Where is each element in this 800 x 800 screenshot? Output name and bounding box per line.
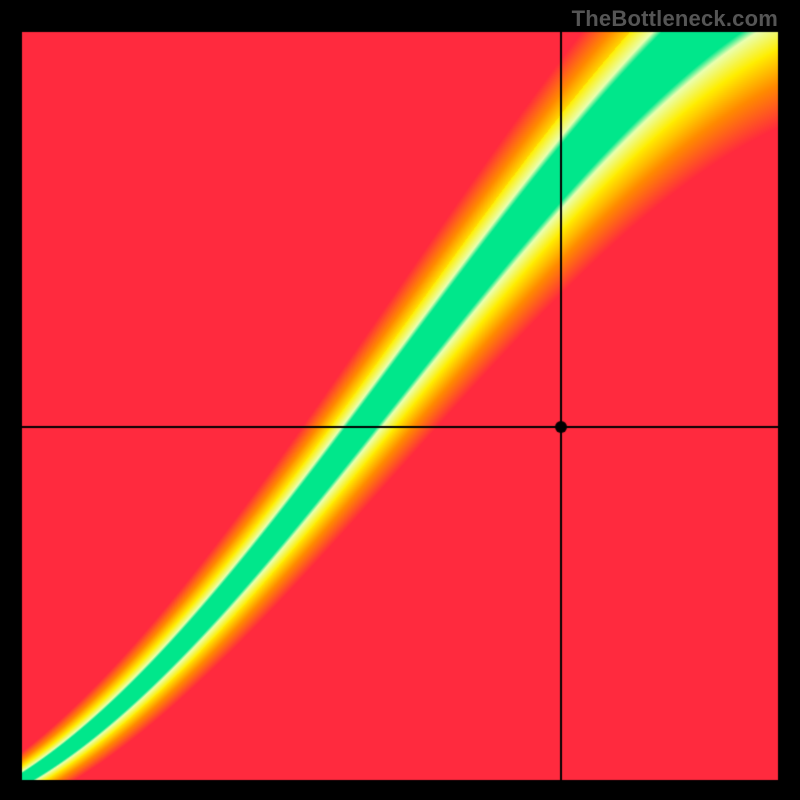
chart-container: TheBottleneck.com (0, 0, 800, 800)
watermark-text: TheBottleneck.com (572, 6, 778, 32)
bottleneck-heatmap (0, 0, 800, 800)
